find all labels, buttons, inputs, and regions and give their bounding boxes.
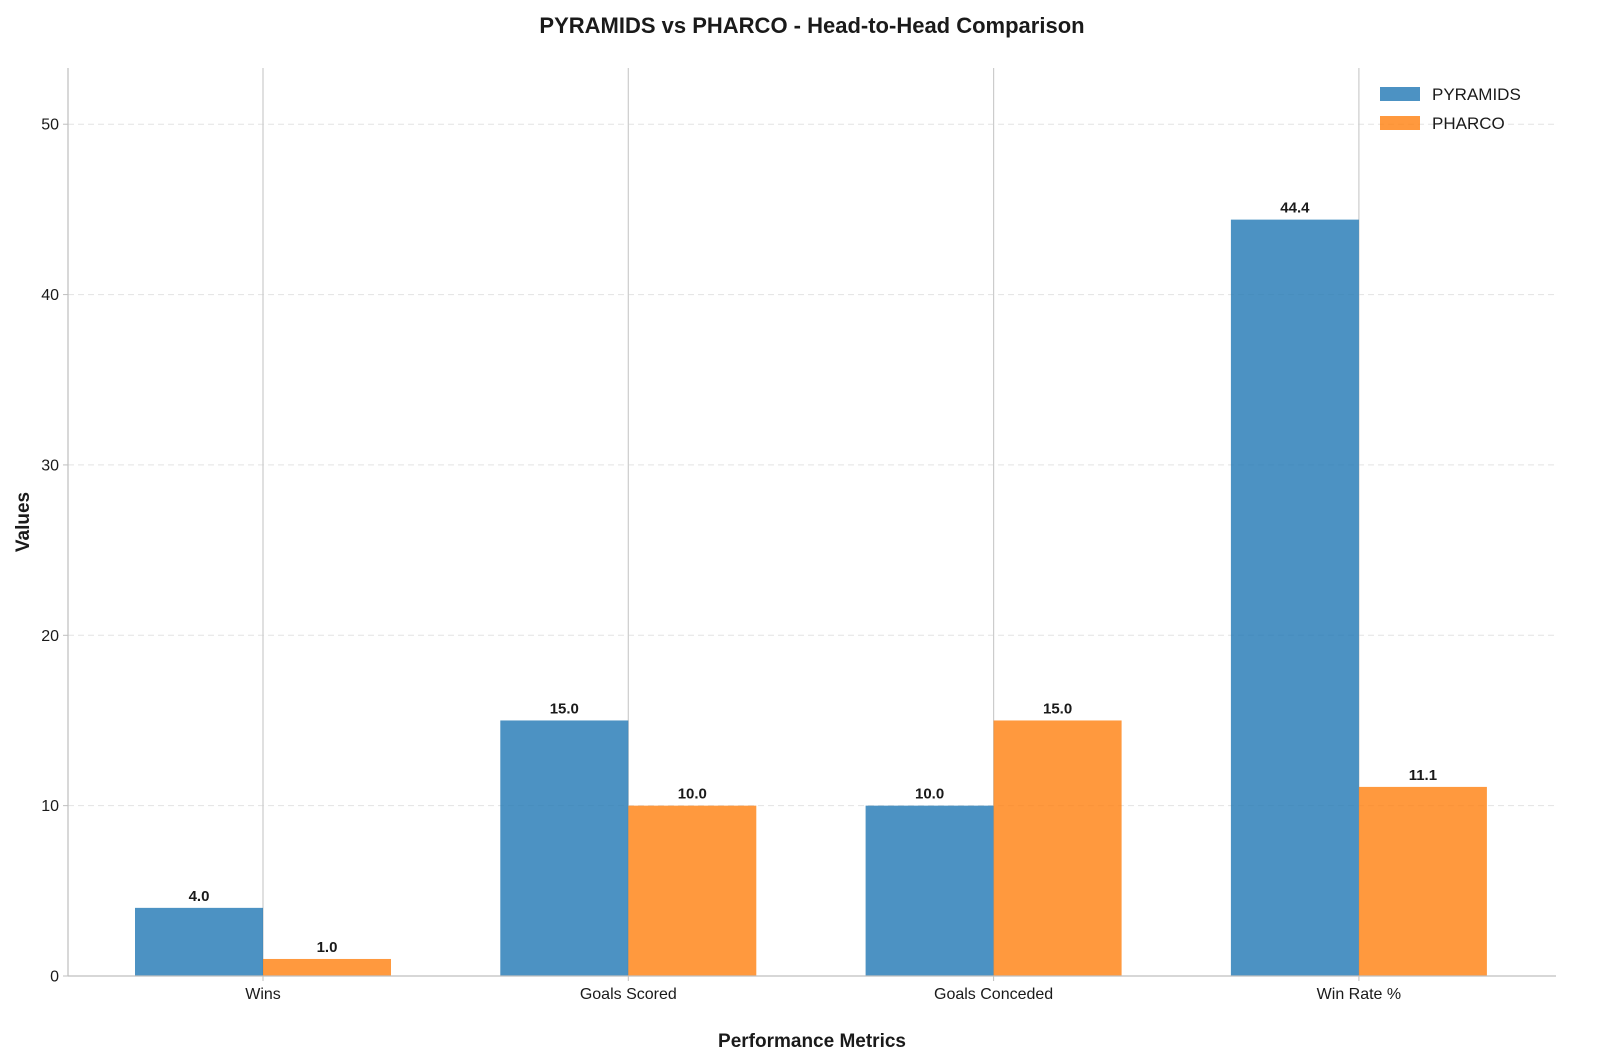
- legend-swatch: [1380, 116, 1420, 130]
- x-tick-label: Goals Scored: [580, 986, 677, 1003]
- bar-value-label: 11.1: [1409, 767, 1437, 784]
- bar-pyramids: [865, 805, 994, 976]
- y-tick-label: 20: [41, 628, 59, 645]
- x-tick-label: Win Rate %: [1317, 986, 1401, 1003]
- bar-pharco: [993, 720, 1122, 976]
- x-tick-labels: Wins Goals Scored Goals Conceded Win Rate %: [245, 976, 1401, 1003]
- axes: [67, 68, 1556, 977]
- bar-value-label: 10.0: [678, 786, 707, 803]
- x-tick-label: Goals Conceded: [934, 986, 1053, 1003]
- x-axis-label: Performance Metrics: [718, 1031, 906, 1052]
- bar-value-labels: 4.0 15.0 10.0 44.4 1.0 10.0 15.0 11.1: [189, 200, 1438, 956]
- x-tick-label: Wins: [245, 986, 281, 1003]
- chart-title: PYRAMIDS vs PHARCO - Head-to-Head Compar…: [539, 13, 1084, 38]
- y-tick-label: 50: [41, 117, 59, 134]
- y-tick-label: 0: [50, 969, 59, 986]
- y-axis-label: Values: [13, 492, 34, 552]
- legend-swatch: [1380, 87, 1420, 101]
- y-tick-label: 30: [41, 457, 59, 474]
- y-tick-label: 10: [41, 798, 59, 815]
- category-lines: [262, 68, 1360, 976]
- legend-label: PHARCO: [1432, 114, 1505, 133]
- bar-value-label: 15.0: [1043, 700, 1072, 717]
- bar-pyramids: [1230, 219, 1359, 977]
- legend-label: PYRAMIDS: [1432, 85, 1521, 104]
- bar-value-label: 4.0: [189, 888, 210, 905]
- bar-value-label: 1.0: [317, 939, 338, 956]
- y-tick-labels: 0 10 20 30 40 50: [41, 117, 68, 986]
- bar-value-label: 44.4: [1280, 200, 1310, 217]
- bar-pyramids: [135, 907, 263, 976]
- bar-value-label: 15.0: [550, 700, 579, 717]
- bars: [135, 219, 1487, 977]
- bar-pyramids: [500, 720, 629, 976]
- legend: PYRAMIDS PHARCO: [1380, 85, 1521, 133]
- bar-pharco: [263, 958, 391, 976]
- bar-pharco: [1358, 786, 1487, 976]
- bar-pharco: [628, 805, 757, 976]
- bar-value-label: 10.0: [915, 786, 944, 803]
- y-tick-label: 40: [41, 287, 59, 304]
